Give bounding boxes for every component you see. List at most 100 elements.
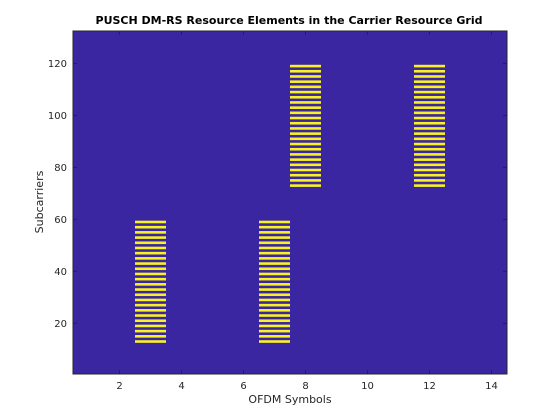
dmrs-element <box>259 257 290 260</box>
dmrs-element <box>135 340 166 343</box>
dmrs-element <box>259 309 290 312</box>
x-tick-label: 8 <box>302 381 308 392</box>
x-tick-label: 2 <box>116 381 122 392</box>
dmrs-element <box>135 324 166 328</box>
dmrs-element <box>414 69 445 73</box>
dmrs-element <box>414 132 445 135</box>
y-tick-label: 80 <box>54 163 67 174</box>
dmrs-element <box>414 106 445 109</box>
dmrs-element <box>259 220 290 224</box>
dmrs-element <box>414 137 445 141</box>
dmrs-element <box>259 241 290 245</box>
dmrs-element <box>135 329 166 333</box>
dmrs-element <box>290 85 321 89</box>
dmrs-element <box>414 158 445 161</box>
dmrs-element <box>135 303 166 307</box>
dmrs-element <box>135 319 166 323</box>
dmrs-element <box>135 283 166 286</box>
dmrs-element <box>259 319 290 323</box>
dmrs-element <box>290 168 321 172</box>
dmrs-element <box>135 231 166 234</box>
dmrs-element <box>259 303 290 307</box>
dmrs-element <box>135 267 166 271</box>
dmrs-element <box>290 64 321 68</box>
dmrs-element <box>259 251 290 255</box>
dmrs-element <box>135 251 166 255</box>
dmrs-element <box>290 127 321 130</box>
dmrs-element <box>414 179 445 182</box>
dmrs-element <box>135 246 166 250</box>
dmrs-element <box>290 179 321 182</box>
dmrs-element <box>259 335 290 338</box>
x-axis-label: OFDM Symbols <box>248 393 331 406</box>
dmrs-element <box>259 288 290 291</box>
dmrs-element <box>290 142 321 146</box>
dmrs-element <box>259 236 290 239</box>
x-tick-label: 12 <box>423 381 436 392</box>
dmrs-element <box>135 335 166 338</box>
dmrs-element <box>414 95 445 99</box>
dmrs-element <box>290 137 321 141</box>
plot-area <box>72 30 508 375</box>
dmrs-element <box>414 127 445 130</box>
dmrs-element <box>414 116 445 120</box>
dmrs-element <box>259 314 290 317</box>
dmrs-element <box>135 262 166 265</box>
dmrs-element <box>414 163 445 167</box>
dmrs-element <box>259 267 290 271</box>
y-axis-label: Subcarriers <box>33 170 46 233</box>
dmrs-element <box>290 80 321 83</box>
dmrs-element <box>135 298 166 302</box>
dmrs-element <box>135 257 166 260</box>
dmrs-element <box>290 184 321 187</box>
dmrs-element <box>259 324 290 328</box>
y-tick-label: 40 <box>54 267 67 278</box>
dmrs-element <box>259 231 290 234</box>
y-tick-label: 120 <box>48 59 67 70</box>
dmrs-element <box>135 277 166 281</box>
dmrs-element <box>259 277 290 281</box>
chart-title: PUSCH DM-RS Resource Elements in the Car… <box>96 14 483 27</box>
dmrs-layer <box>135 64 445 343</box>
x-axis: 2 4 6 8 10 12 14 <box>116 31 498 392</box>
dmrs-element <box>290 75 321 78</box>
dmrs-element <box>414 80 445 83</box>
dmrs-element <box>290 147 321 151</box>
dmrs-element <box>135 241 166 245</box>
dmrs-element <box>290 153 321 156</box>
dmrs-element <box>290 101 321 104</box>
dmrs-element <box>414 184 445 187</box>
dmrs-element <box>414 153 445 156</box>
dmrs-element <box>259 340 290 343</box>
dmrs-element <box>259 298 290 302</box>
x-tick-label: 4 <box>178 381 184 392</box>
dmrs-element <box>290 121 321 125</box>
dmrs-element <box>414 64 445 68</box>
dmrs-element <box>290 173 321 177</box>
y-axis: 20 40 60 80 100 120 <box>48 59 507 330</box>
dmrs-element <box>135 220 166 224</box>
dmrs-element <box>290 90 321 94</box>
y-tick-label: 60 <box>54 215 67 226</box>
dmrs-element <box>290 95 321 99</box>
dmrs-element <box>135 314 166 317</box>
dmrs-element <box>414 168 445 172</box>
dmrs-element <box>259 272 290 276</box>
dmrs-element <box>414 90 445 94</box>
dmrs-element <box>290 111 321 115</box>
dmrs-element <box>290 158 321 161</box>
dmrs-element <box>135 309 166 312</box>
dmrs-element <box>135 288 166 291</box>
dmrs-element <box>290 163 321 167</box>
dmrs-element <box>259 283 290 286</box>
plot-frame <box>72 30 508 375</box>
dmrs-element <box>290 69 321 73</box>
dmrs-element <box>135 225 166 229</box>
y-tick-label: 20 <box>54 319 67 330</box>
dmrs-element <box>414 142 445 146</box>
dmrs-element <box>414 111 445 115</box>
x-tick-label: 10 <box>361 381 374 392</box>
dmrs-element <box>135 236 166 239</box>
dmrs-element <box>135 293 166 297</box>
